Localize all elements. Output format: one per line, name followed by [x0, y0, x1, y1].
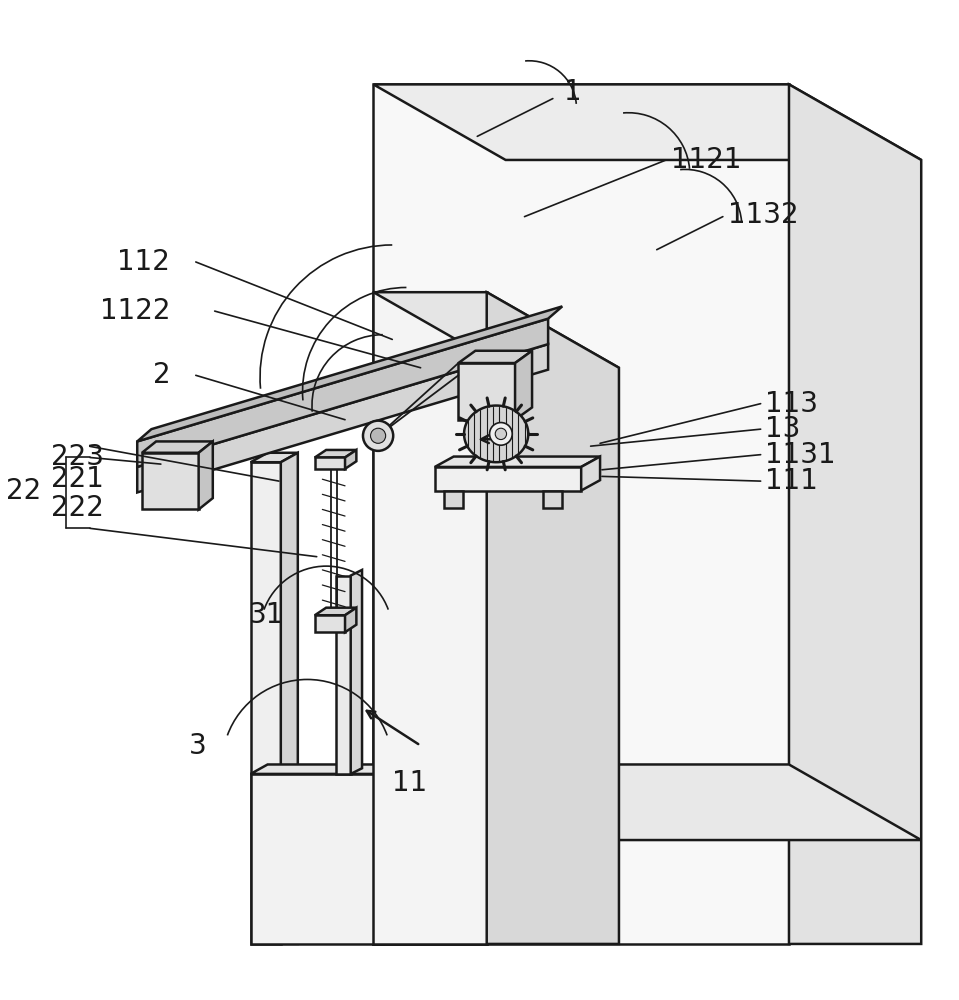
Text: 1: 1 [564, 78, 582, 106]
Text: 1121: 1121 [671, 146, 741, 174]
Circle shape [370, 428, 386, 443]
Polygon shape [458, 363, 515, 420]
Polygon shape [351, 570, 363, 774]
Text: 223: 223 [51, 443, 105, 471]
Polygon shape [373, 292, 487, 944]
Polygon shape [487, 292, 619, 944]
Text: 111: 111 [765, 467, 818, 495]
Text: 1131: 1131 [765, 441, 836, 469]
Text: 221: 221 [51, 465, 105, 493]
Polygon shape [250, 764, 400, 774]
Circle shape [489, 423, 512, 445]
Polygon shape [345, 450, 357, 469]
Polygon shape [142, 453, 199, 509]
Polygon shape [142, 441, 213, 453]
Text: 2: 2 [152, 361, 171, 389]
Text: 22: 22 [6, 477, 41, 505]
Polygon shape [581, 457, 600, 491]
Text: 1122: 1122 [100, 297, 171, 325]
Polygon shape [250, 774, 383, 944]
Polygon shape [458, 351, 532, 363]
Polygon shape [250, 453, 298, 462]
Polygon shape [515, 351, 532, 420]
Polygon shape [315, 450, 357, 457]
Polygon shape [345, 608, 357, 632]
Polygon shape [373, 84, 789, 944]
Polygon shape [434, 457, 600, 467]
Polygon shape [336, 576, 351, 774]
Text: 112: 112 [117, 248, 171, 276]
Text: 113: 113 [765, 390, 818, 418]
Circle shape [363, 421, 393, 451]
Polygon shape [373, 764, 487, 944]
Text: 11: 11 [392, 769, 428, 797]
Polygon shape [137, 319, 549, 467]
Polygon shape [137, 344, 549, 492]
Polygon shape [789, 84, 922, 944]
Polygon shape [373, 764, 922, 840]
Text: 31: 31 [248, 601, 284, 629]
Polygon shape [199, 441, 213, 509]
Polygon shape [315, 615, 345, 632]
Polygon shape [383, 764, 400, 944]
Polygon shape [315, 608, 357, 615]
Polygon shape [315, 457, 345, 469]
Polygon shape [281, 453, 298, 944]
Circle shape [495, 428, 506, 440]
Polygon shape [373, 292, 619, 368]
Text: 222: 222 [51, 494, 105, 522]
Polygon shape [544, 491, 562, 508]
Polygon shape [444, 491, 463, 508]
Polygon shape [464, 406, 528, 462]
Text: 3: 3 [189, 732, 207, 760]
Text: 1132: 1132 [728, 201, 798, 229]
Polygon shape [373, 84, 922, 160]
Polygon shape [137, 306, 562, 441]
Polygon shape [250, 462, 281, 944]
Text: 13: 13 [765, 415, 801, 443]
Polygon shape [434, 467, 581, 491]
